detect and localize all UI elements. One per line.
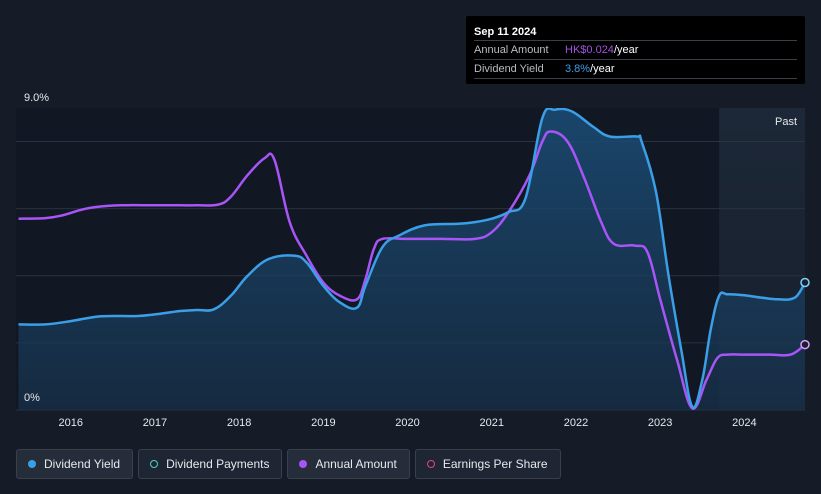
x-tick-label: 2018: [227, 417, 251, 429]
x-tick-label: 2022: [564, 417, 588, 429]
dividend-chart: 9.0% 0% Past 2016 2017 2018 2019 2020 2021 202…: [16, 92, 810, 429]
legend-item-earnings-per-share[interactable]: Earnings Per Share: [414, 449, 561, 479]
legend-label: Annual Amount: [315, 457, 397, 471]
legend-item-dividend-payments[interactable]: Dividend Payments: [138, 449, 283, 479]
x-tick-label: 2021: [480, 417, 504, 429]
past-label: Past: [775, 116, 797, 128]
tooltip-value-suffix: /year: [613, 44, 639, 56]
legend: Dividend Yield Dividend Payments Annual …: [16, 449, 561, 479]
tooltip-label: Annual Amount: [474, 44, 549, 56]
legend-label: Dividend Yield: [44, 457, 121, 471]
dividend-yield-line: [18, 108, 805, 409]
tooltip-value: HK$0.024: [565, 44, 614, 56]
y-tick-label-bottom: 0%: [24, 392, 40, 404]
legend-dot-icon: [299, 460, 308, 468]
dividend-yield-area: [18, 108, 805, 410]
tooltip-value: 3.8%: [565, 63, 591, 75]
legend-dot-icon: [28, 460, 36, 468]
annual-amount-line: [18, 130, 805, 410]
x-tick-label: 2017: [143, 417, 167, 429]
legend-item-annual-amount[interactable]: Annual Amount: [287, 449, 410, 479]
x-tick-label: 2019: [311, 417, 335, 429]
tooltip-label: Dividend Yield: [474, 63, 544, 75]
legend-item-dividend-yield[interactable]: Dividend Yield: [16, 449, 134, 479]
y-tick-label-top: 9.0%: [24, 92, 49, 104]
annual-amount-endpoint[interactable]: [800, 339, 810, 350]
legend-ring-icon: [426, 460, 435, 468]
x-tick-label: 2016: [58, 417, 82, 429]
tooltip: Sep 11 2024 Annual Amount HK$0.024/year …: [466, 16, 805, 84]
x-tick-label: 2023: [648, 417, 672, 429]
tooltip-row-dividend-yield: Dividend Yield 3.8%/year: [474, 59, 797, 79]
x-axis-ticks: 2016 2017 2018 2019 2020 2021 2022 2023 2024: [58, 417, 756, 429]
legend-ring-icon: [150, 460, 159, 468]
tooltip-row-annual-amount: Annual Amount HK$0.024/year: [474, 40, 797, 59]
x-tick-label: 2020: [395, 417, 419, 429]
x-tick-label: 2024: [732, 417, 756, 429]
tooltip-date: Sep 11 2024: [474, 26, 537, 38]
legend-label: Earnings Per Share: [442, 457, 548, 471]
dividend-yield-endpoint[interactable]: [800, 277, 810, 288]
tooltip-value-suffix: /year: [590, 63, 615, 75]
legend-label: Dividend Payments: [166, 457, 270, 471]
